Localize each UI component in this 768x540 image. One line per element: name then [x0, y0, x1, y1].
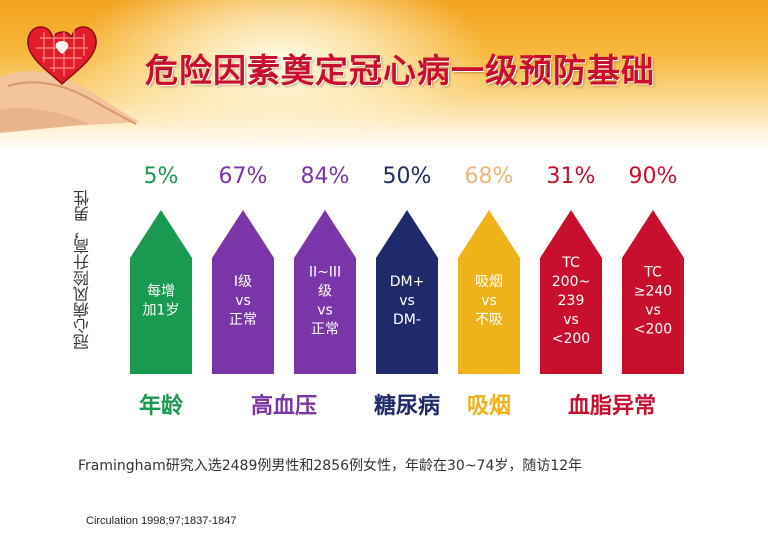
- bar-inner-label: <200: [634, 322, 672, 338]
- group-label: 年龄: [139, 393, 184, 419]
- bar-inner-label: 加1岁: [143, 303, 180, 319]
- bar-inner-label: vs: [399, 293, 415, 309]
- bar-inner-label: 200~: [552, 274, 590, 290]
- arrow-bar: [622, 210, 684, 374]
- value-label: 5%: [144, 164, 179, 189]
- study-footnote: Framingham研究入选2489例男性和2856例女性，年龄在30~74岁，…: [78, 458, 583, 474]
- value-label: 50%: [383, 164, 432, 189]
- bar-inner-label: 级: [318, 284, 332, 300]
- bar-inner-label: 正常: [229, 312, 257, 328]
- group-label: 糖尿病: [374, 393, 440, 419]
- value-label: 31%: [547, 164, 596, 189]
- bar-inner-label: vs: [563, 312, 579, 328]
- arrow-bar: [294, 210, 356, 374]
- value-label: 68%: [465, 164, 514, 189]
- bar-inner-label: vs: [645, 303, 661, 319]
- bar-inner-label: DM-: [393, 312, 421, 328]
- bar-inner-label: DM+: [390, 274, 425, 290]
- arrow-bar: [540, 210, 602, 374]
- bar-group: 67% I级 vs 正常: [212, 164, 274, 374]
- bar-inner-label: 239: [558, 293, 585, 309]
- bar-inner-label: TC: [643, 265, 662, 281]
- bar-inner-label: ≥240: [634, 284, 672, 300]
- bar-inner-label: vs: [317, 303, 333, 319]
- bar-inner-label: 正常: [311, 322, 339, 338]
- bar-group: 31% TC 200~ 239 vs <200: [540, 164, 602, 374]
- bar-inner-label: 每增: [147, 284, 175, 300]
- bar-group: 90% TC ≥240 vs <200: [622, 164, 684, 374]
- bar-inner-label: vs: [235, 293, 251, 309]
- group-label: 吸烟: [467, 394, 511, 419]
- arrow-bar: [130, 210, 192, 374]
- bar-inner-label: vs: [481, 293, 497, 309]
- arrow-bar: [376, 210, 438, 374]
- arrow-bar: [212, 210, 274, 374]
- citation: Circulation 1998;97;1837-1847: [86, 515, 237, 527]
- bar-inner-label: <200: [552, 331, 590, 347]
- bar-group: 50% DM+ vs DM-: [376, 164, 438, 374]
- page-title: 危险因素奠定冠心病一级预防基础: [145, 51, 655, 90]
- value-label: 90%: [629, 164, 678, 189]
- bar-group: 84% II~III 级 vs 正常: [294, 164, 356, 374]
- header-glow: [70, 0, 490, 160]
- bar-inner-label: I级: [234, 274, 252, 290]
- bar-inner-label: 吸烟: [475, 274, 503, 290]
- value-label: 67%: [219, 164, 268, 189]
- bar-group: 68% 吸烟 vs 不吸: [458, 164, 520, 374]
- arrow-bar: [458, 210, 520, 374]
- bar-inner-label: II~III: [309, 265, 341, 281]
- bar-inner-label: TC: [561, 255, 580, 271]
- heart-knot-hands-icon: [0, 26, 140, 133]
- value-label: 84%: [301, 164, 350, 189]
- group-label: 高血压: [251, 393, 317, 419]
- group-label: 血脂异常: [568, 393, 656, 419]
- bar-inner-label: 不吸: [475, 312, 503, 328]
